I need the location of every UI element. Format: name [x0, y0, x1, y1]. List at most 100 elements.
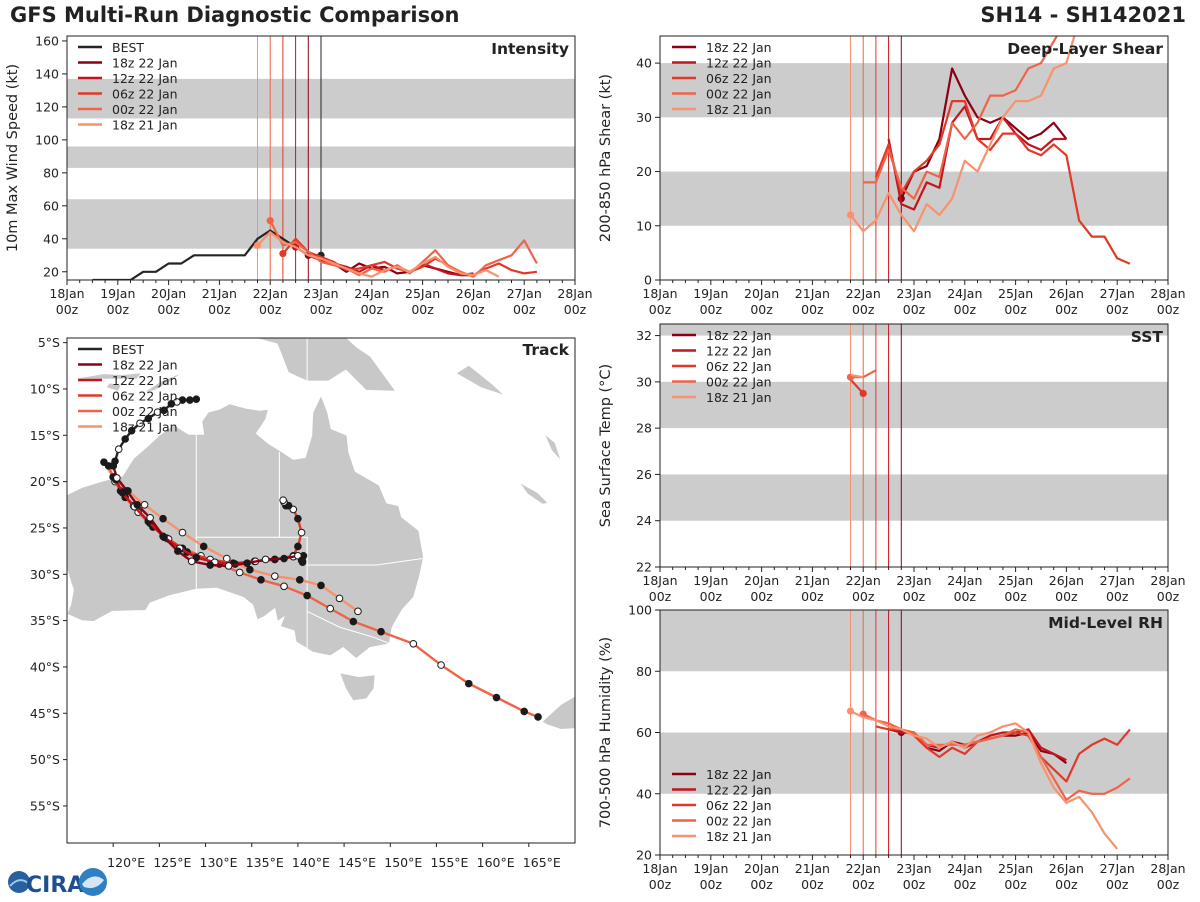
- track-point-best: [136, 419, 144, 428]
- y-tick-label: 35°S: [30, 613, 60, 628]
- legend-label-06z-22-jan: 06z 22 Jan: [706, 359, 772, 374]
- track-point-00z-22-jan: [534, 713, 542, 721]
- series-line-best: [92, 229, 321, 280]
- x-tick-label: 00z: [700, 302, 723, 317]
- x-tick-label: 00z: [649, 877, 672, 892]
- x-tick-label: 00z: [954, 302, 977, 317]
- x-tick-label: 26Jan: [1049, 573, 1084, 588]
- legend-label-18z-21-jan: 18z 21 Jan: [706, 390, 772, 405]
- x-tick-label: 25Jan: [998, 286, 1033, 301]
- track-point-00z-22-jan: [235, 568, 244, 577]
- x-tick-label: 00z: [1004, 302, 1027, 317]
- x-tick-label: 21Jan: [795, 573, 830, 588]
- rh-panel: 18Jan00z19Jan00z20Jan00z21Jan00z22Jan00z…: [598, 603, 1186, 893]
- intensity-panel: 18Jan00z19Jan00z20Jan00z21Jan00z22Jan00z…: [5, 33, 593, 317]
- x-tick-label: 19Jan: [693, 861, 728, 876]
- y-tick-label: 30: [636, 374, 652, 389]
- y-tick-label: 26: [636, 467, 652, 482]
- x-tick-label: 00z: [750, 877, 773, 892]
- sst-panel: 18Jan00z19Jan00z20Jan00z21Jan00z22Jan00z…: [598, 323, 1186, 604]
- series-marker-18z-21-jan: [846, 707, 855, 715]
- y-tick-label: 55°S: [30, 798, 60, 813]
- x-tick-label: 00z: [1157, 302, 1180, 317]
- y-tick-label: 28: [636, 421, 652, 436]
- y-tick-label: 20°S: [30, 474, 60, 489]
- page-title: GFS Multi-Run Diagnostic Comparison: [10, 3, 460, 27]
- y-tick-label: 22: [636, 560, 652, 575]
- y-axis-label: 700-500 hPa Humidity (%): [598, 637, 614, 828]
- x-tick-label: 21Jan: [202, 286, 237, 301]
- legend-label-18z-21-jan: 18z 21 Jan: [112, 118, 178, 133]
- x-tick-label: 125°E: [153, 855, 191, 870]
- map-frame: [66, 337, 576, 844]
- x-tick-label: 00z: [411, 302, 434, 317]
- x-tick-label: 26Jan: [456, 286, 491, 301]
- tasmania-landmass: [340, 673, 375, 701]
- x-tick-label: 00z: [801, 302, 824, 317]
- new-zealand-landmass: [542, 696, 575, 729]
- x-tick-label: 00z: [310, 302, 333, 317]
- track-point-06z-22-jan: [279, 496, 287, 504]
- track-point-06z-22-jan: [294, 514, 302, 523]
- x-tick-label: 25Jan: [405, 286, 440, 301]
- legend-label-12z-22-jan: 12z 22 Jan: [706, 56, 772, 71]
- legend-label-00z-22-jan: 00z 22 Jan: [706, 87, 772, 102]
- x-tick-label: 27Jan: [507, 286, 542, 301]
- x-tick-label: 18Jan: [642, 286, 677, 301]
- australia-landmass: [67, 394, 424, 660]
- series-line-00z-22-jan: [863, 36, 1059, 200]
- x-tick-label: 00z: [1157, 589, 1180, 604]
- series-marker-06z-22-jan: [279, 250, 287, 258]
- x-tick-label: 00z: [1055, 589, 1078, 604]
- y-tick-label: 80: [636, 664, 652, 679]
- legend-label-12z-22-jan: 12z 22 Jan: [706, 344, 772, 359]
- legend-label-00z-22-jan: 00z 22 Jan: [706, 814, 772, 829]
- x-tick-label: 23Jan: [896, 861, 931, 876]
- legend-label-00z-22-jan: 00z 22 Jan: [706, 375, 772, 390]
- x-tick-label: 00z: [852, 302, 875, 317]
- x-tick-label: 00z: [903, 877, 926, 892]
- shaded-band-1: [660, 610, 1168, 672]
- legend-label-18z-22-jan: 18z 22 Jan: [706, 40, 772, 55]
- panel-title: Track: [523, 341, 570, 359]
- y-axis-label: 10m Max Wind Speed (kt): [5, 64, 21, 252]
- series-line-18z-21-jan: [849, 36, 1076, 233]
- series-marker-18z-21-jan: [846, 211, 855, 219]
- shaded-band-1: [660, 63, 1168, 118]
- x-tick-label: 140°E: [292, 855, 330, 870]
- legend-label-18z-22-jan: 18z 22 Jan: [706, 767, 772, 782]
- track-point-18z-21-jan: [335, 594, 344, 603]
- series-line-18z-21-jan: [850, 710, 1119, 850]
- shaded-band-2: [660, 324, 1168, 336]
- y-tick-label: 160: [35, 33, 59, 48]
- y-tick-label: 120: [35, 99, 59, 114]
- legend-label-06z-22-jan: 06z 22 Jan: [112, 389, 178, 404]
- logo-text: CIRA: [26, 873, 84, 898]
- x-tick-label: 00z: [852, 589, 875, 604]
- timor-landmass: [145, 374, 180, 392]
- x-tick-label: 00z: [750, 589, 773, 604]
- track-panel: 120°E 125°E 130°E 135°E 140°E 145°E 150°E 155°E…: [30, 335, 576, 870]
- y-axis-label: Sea Surface Temp (°C): [598, 364, 614, 527]
- y-tick-label: 30: [636, 110, 652, 125]
- track-point-18z-22-jan: [298, 558, 307, 567]
- x-tick-label: 19Jan: [693, 286, 728, 301]
- track-point-18z-21-jan: [317, 581, 325, 590]
- x-tick-label: 00z: [1004, 877, 1027, 892]
- track-point-00z-22-jan: [349, 617, 358, 626]
- x-tick-label: 00z: [801, 589, 824, 604]
- x-tick-label: 135°E: [246, 855, 284, 870]
- x-tick-label: 21Jan: [795, 861, 830, 876]
- track-point-18z-21-jan: [159, 514, 167, 523]
- x-tick-label: 145°E: [338, 855, 376, 870]
- track-point-18z-22-jan: [146, 513, 154, 522]
- x-tick-label: 150°E: [384, 855, 422, 870]
- series-line-18z-21-jan: [850, 373, 864, 379]
- x-tick-label: 24Jan: [947, 573, 982, 588]
- track-point-00z-22-jan: [492, 693, 501, 702]
- track-point-best: [186, 396, 194, 404]
- track-point-00z-22-jan: [326, 604, 335, 613]
- x-tick-label: 25Jan: [998, 861, 1033, 876]
- y-tick-label: 15°S: [30, 428, 60, 443]
- solomon-islands-landmass: [456, 365, 503, 395]
